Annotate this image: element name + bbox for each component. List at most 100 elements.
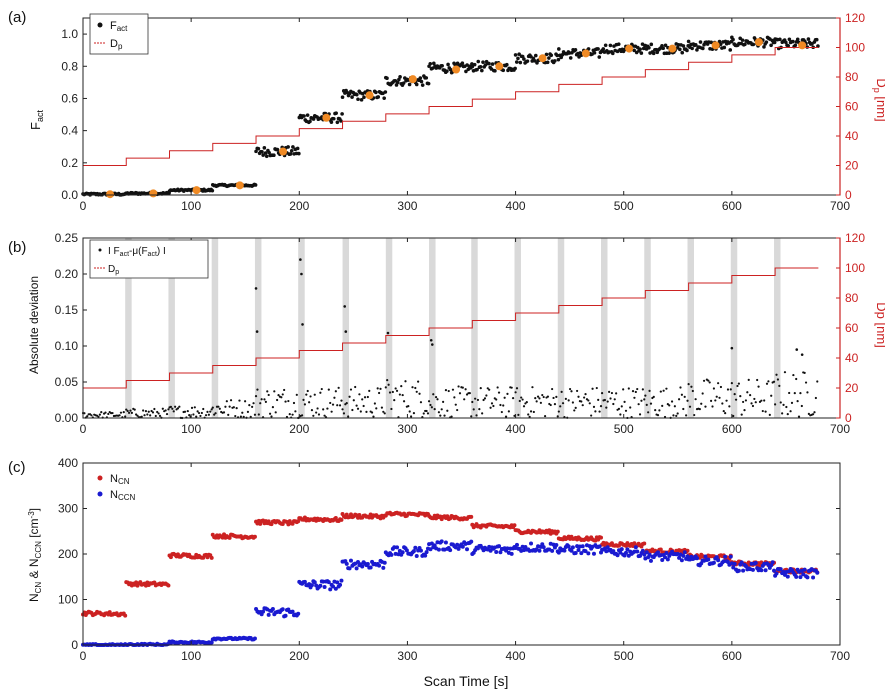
- fact-mean-point: [408, 75, 417, 84]
- deviation-point: [140, 415, 143, 418]
- panel-a-ytick-label: 0.4: [61, 124, 78, 138]
- deviation-point: [633, 396, 636, 399]
- fact-point: [401, 81, 406, 85]
- panel-a: (a) 0 100 200 300 400 500 600 7000.00.20.40.60.…: [8, 9, 885, 213]
- nccn-point: [469, 539, 474, 544]
- nccn-point: [443, 540, 448, 545]
- fact-point: [302, 114, 306, 118]
- panel-b-label: (b): [8, 239, 26, 256]
- deviation-point: [370, 411, 374, 414]
- deviation-point: [434, 395, 438, 399]
- fact-point: [448, 67, 453, 72]
- deviation-point: [556, 415, 559, 418]
- deviation-point: [337, 386, 340, 389]
- deviation-point: [640, 399, 643, 402]
- deviation-spike: [386, 331, 390, 335]
- deviation-point: [408, 410, 411, 413]
- deviation-point: [598, 410, 601, 413]
- nccn-point: [772, 568, 777, 573]
- fact-point: [501, 68, 506, 73]
- deviation-point: [303, 403, 307, 406]
- deviation-spike: [800, 353, 804, 356]
- fact-point: [460, 61, 465, 66]
- nccn-point: [647, 552, 652, 557]
- panel-b-xtick-label: 600: [722, 422, 742, 436]
- deviation-point: [125, 408, 128, 411]
- fact-point: [464, 69, 468, 74]
- deviation-point: [750, 402, 753, 405]
- deviation-point: [342, 412, 346, 415]
- nccn-point: [354, 566, 359, 571]
- panel-a-ytick-right-label: 120: [845, 11, 865, 25]
- deviation-point: [768, 413, 771, 417]
- deviation-point: [174, 405, 177, 408]
- fact-point: [601, 47, 606, 51]
- deviation-point: [309, 395, 312, 398]
- fact-point: [592, 51, 597, 55]
- nccn-point: [488, 548, 493, 553]
- deviation-point: [553, 403, 557, 406]
- panel-b-ytick-right-label: 40: [845, 351, 859, 365]
- fact-point: [522, 57, 526, 61]
- deviation-point: [634, 390, 637, 394]
- fact-point: [430, 66, 435, 70]
- deviation-point: [300, 414, 304, 417]
- deviation-point: [567, 399, 570, 402]
- legend-dev-t3: ) I: [157, 246, 166, 257]
- panel-c-ytick-label: 100: [58, 593, 78, 607]
- transition-band: [471, 238, 478, 418]
- deviation-point: [274, 411, 277, 414]
- fact-point: [608, 43, 613, 48]
- fact-point: [256, 146, 261, 151]
- legend-fact-text: F: [110, 20, 117, 32]
- deviation-point: [649, 402, 653, 405]
- deviation-point: [500, 410, 503, 414]
- fact-point: [814, 37, 819, 42]
- nccn-point: [505, 546, 510, 551]
- deviation-point: [807, 412, 810, 415]
- deviation-point: [239, 415, 242, 418]
- deviation-point: [338, 404, 342, 407]
- deviation-point: [725, 399, 728, 402]
- fact-point: [555, 53, 560, 58]
- deviation-point: [704, 405, 707, 408]
- deviation-point: [333, 396, 336, 399]
- deviation-point: [680, 393, 683, 396]
- deviation-point: [679, 386, 682, 389]
- fact-point: [264, 154, 269, 159]
- deviation-point: [345, 402, 348, 405]
- deviation-point: [795, 377, 798, 381]
- fact-point: [718, 42, 723, 47]
- deviation-point: [531, 386, 534, 389]
- deviation-point: [204, 414, 208, 417]
- deviation-point: [151, 411, 155, 414]
- deviation-point: [376, 387, 379, 390]
- panel-b-ytick-right-label: 0: [845, 411, 852, 425]
- transition-band: [211, 238, 219, 418]
- deviation-point: [522, 405, 526, 408]
- deviation-point: [202, 407, 205, 411]
- fact-point: [505, 62, 509, 67]
- deviation-point: [718, 396, 721, 399]
- deviation-point: [129, 409, 132, 412]
- fact-mean-point: [538, 54, 547, 63]
- deviation-point: [581, 404, 584, 407]
- deviation-point: [260, 398, 263, 401]
- fact-point: [288, 152, 293, 156]
- nccn-point: [432, 543, 437, 548]
- nccn-point: [665, 557, 670, 562]
- fact-point: [210, 188, 215, 193]
- deviation-point: [329, 401, 332, 405]
- legend-dp-label: Dp: [110, 38, 123, 51]
- nccn-point: [494, 550, 499, 555]
- fact-mean-point: [668, 44, 677, 53]
- deviation-point: [541, 393, 544, 397]
- nccn-point: [583, 549, 588, 554]
- deviation-point: [199, 414, 202, 418]
- nccn-point: [296, 611, 301, 616]
- fact-point: [722, 45, 727, 50]
- deviation-point: [373, 402, 376, 405]
- fact-point: [787, 37, 792, 42]
- legend-dev-t1: I F: [108, 246, 120, 257]
- deviation-point: [213, 413, 216, 416]
